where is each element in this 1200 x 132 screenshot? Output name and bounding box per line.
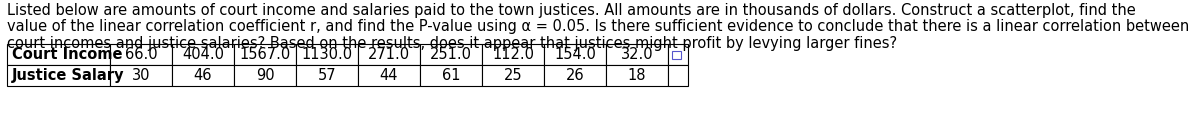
Text: court incomes and justice salaries? Based on the results, does it appear that ju: court incomes and justice salaries? Base… xyxy=(7,36,898,51)
Bar xyxy=(672,51,682,59)
Bar xyxy=(358,65,420,86)
Bar xyxy=(358,44,420,65)
Bar xyxy=(420,44,482,65)
Bar xyxy=(110,44,172,65)
Text: 404.0: 404.0 xyxy=(182,47,224,62)
Bar xyxy=(7,44,110,65)
Text: value of the linear correlation coefficient r, and find the P-value using α = 0.: value of the linear correlation coeffici… xyxy=(7,20,1189,34)
Bar xyxy=(482,44,544,65)
Bar xyxy=(606,65,668,86)
Text: 57: 57 xyxy=(318,68,336,83)
Bar xyxy=(482,65,544,86)
Text: 26: 26 xyxy=(565,68,584,83)
Text: 25: 25 xyxy=(504,68,522,83)
Text: Court Income: Court Income xyxy=(12,47,122,62)
Bar xyxy=(172,44,234,65)
Bar xyxy=(296,65,358,86)
Text: Listed below are amounts of court income and salaries paid to the town justices.: Listed below are amounts of court income… xyxy=(7,3,1135,18)
Text: 271.0: 271.0 xyxy=(368,47,410,62)
Bar xyxy=(234,44,296,65)
Bar xyxy=(234,65,296,86)
Text: 32.0: 32.0 xyxy=(620,47,653,62)
Text: 61: 61 xyxy=(442,68,461,83)
Text: 46: 46 xyxy=(193,68,212,83)
Bar xyxy=(110,65,172,86)
Bar xyxy=(668,65,688,86)
Text: 112.0: 112.0 xyxy=(492,47,534,62)
Text: 18: 18 xyxy=(628,68,647,83)
Text: Justice Salary: Justice Salary xyxy=(12,68,125,83)
Bar xyxy=(420,65,482,86)
Text: 66.0: 66.0 xyxy=(125,47,157,62)
Text: 1130.0: 1130.0 xyxy=(301,47,353,62)
Bar xyxy=(296,44,358,65)
Bar xyxy=(606,44,668,65)
Text: 1567.0: 1567.0 xyxy=(239,47,290,62)
Text: 90: 90 xyxy=(256,68,275,83)
Bar xyxy=(544,44,606,65)
Bar xyxy=(7,65,110,86)
Text: 30: 30 xyxy=(132,68,150,83)
Text: 154.0: 154.0 xyxy=(554,47,596,62)
Bar xyxy=(668,44,688,65)
Text: 251.0: 251.0 xyxy=(430,47,472,62)
Bar xyxy=(172,65,234,86)
Bar xyxy=(544,65,606,86)
Text: 44: 44 xyxy=(379,68,398,83)
